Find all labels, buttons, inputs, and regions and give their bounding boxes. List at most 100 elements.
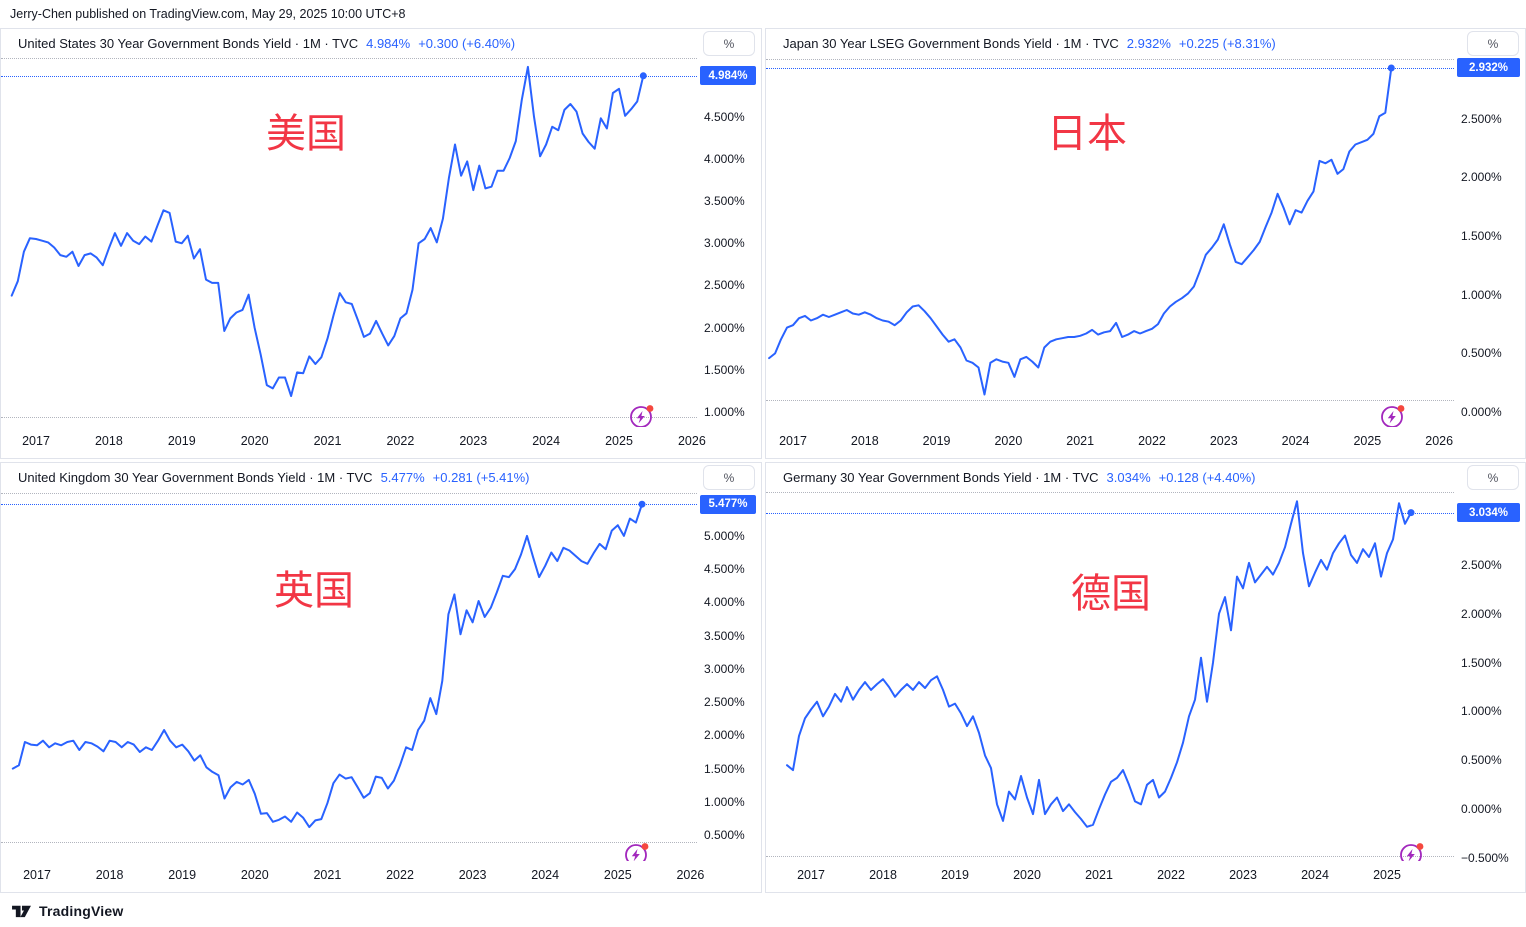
time-axis-tick: 2017 — [797, 868, 825, 882]
last-price-badge: 4.984% — [700, 66, 756, 86]
time-axis-tick: 2025 — [1373, 868, 1401, 882]
percent-scale-button[interactable]: % — [703, 465, 755, 490]
chart-last-price: 3.034% — [1106, 470, 1151, 485]
time-axis-tick: 2020 — [994, 434, 1023, 448]
chart-panel-germany: Germany 30 Year Government Bonds Yield ·… — [765, 462, 1526, 893]
price-axis[interactable]: 2.500% 2.000% 1.500% 1.000% 0.500% 0.000% −0.5… — [1454, 492, 1525, 865]
price-axis-tick: 1.500% — [1461, 229, 1502, 244]
time-axis-tick: 2019 — [941, 868, 969, 882]
chart-panel-united-kingdom: United Kingdom 30 Year Government Bonds … — [0, 462, 762, 893]
footer-bar: TradingView — [0, 894, 1526, 927]
price-axis-tick: 4.000% — [704, 151, 745, 166]
chart-title: United States 30 Year Government Bonds Y… — [18, 36, 359, 51]
chart-change: +0.128 (+4.40%) — [1158, 470, 1256, 485]
series-low-line — [766, 856, 1454, 858]
price-axis-tick: 0.500% — [704, 828, 745, 843]
price-axis-tick: 1.000% — [1461, 704, 1502, 719]
series-endpoint-dot — [1387, 64, 1395, 72]
chart-last-price: 4.984% — [366, 36, 411, 51]
chart-pane[interactable]: 德国 — [766, 492, 1454, 861]
price-axis[interactable]: 2.500% 2.000% 1.500% 1.000% 0.500% 0.000% 2.93… — [1454, 58, 1525, 427]
price-axis-tick: 1.000% — [704, 794, 745, 809]
last-price-badge: 2.932% — [1457, 58, 1520, 78]
price-axis-tick: 4.500% — [704, 562, 745, 577]
price-axis-tick: 1.500% — [704, 362, 745, 377]
line-series — [768, 64, 1395, 396]
time-axis[interactable]: 2017 2018 2019 2020 2021 2022 2023 2024 2025 2026 — [1, 861, 761, 892]
series-low-line — [1, 841, 697, 843]
chart-pane[interactable]: 美国 — [1, 58, 697, 427]
price-axis-tick: 2.000% — [704, 320, 745, 335]
time-axis[interactable]: 2017 2018 2019 2020 2021 2022 2023 2024 2025 2026 — [1, 427, 761, 458]
current-price-line — [1, 504, 697, 506]
time-axis[interactable]: 2017 2018 2019 2020 2021 2022 2023 2024 2025 2026 — [766, 427, 1525, 458]
percent-scale-button[interactable]: % — [703, 31, 755, 56]
time-axis-tick: 2022 — [386, 868, 414, 882]
price-axis-tick: 1.500% — [1461, 655, 1502, 670]
chart-panel-united-states: United States 30 Year Government Bonds Y… — [0, 28, 762, 459]
chart-header: United States 30 Year Government Bonds Y… — [1, 29, 689, 58]
time-axis-tick: 2023 — [458, 868, 487, 882]
last-price-badge: 3.034% — [1457, 503, 1520, 523]
time-axis[interactable]: 2017 2018 2019 2020 2021 2022 2023 2024 2025 — [766, 861, 1525, 892]
chart-change: +0.300 (+6.40%) — [418, 36, 516, 51]
chart-pane[interactable]: 日本 — [766, 58, 1454, 427]
time-axis-tick: 2024 — [532, 434, 561, 448]
chart-title: Germany 30 Year Government Bonds Yield ·… — [783, 470, 1099, 485]
country-annotation: 美国 — [266, 112, 346, 156]
chart-pane[interactable]: 英国 — [1, 492, 697, 861]
chart-panel-japan: Japan 30 Year LSEG Government Bonds Yiel… — [765, 28, 1526, 459]
current-price-line — [766, 67, 1454, 69]
price-axis-tick: 2.500% — [1461, 111, 1502, 126]
time-axis-tick: 2023 — [459, 434, 488, 448]
price-axis-tick: 1.000% — [704, 405, 745, 420]
time-axis-tick: 2018 — [869, 868, 897, 882]
time-axis-tick: 2019 — [922, 434, 951, 448]
flash-ideas-icon[interactable] — [1399, 841, 1425, 861]
time-axis-tick: 2018 — [850, 434, 879, 448]
line-series — [786, 500, 1415, 828]
price-axis-tick: −0.500% — [1461, 851, 1509, 866]
time-axis-tick: 2026 — [677, 434, 706, 448]
time-axis-tick: 2023 — [1229, 868, 1257, 882]
time-axis-tick: 2020 — [1013, 868, 1041, 882]
current-price-line — [766, 512, 1454, 514]
time-axis-tick: 2023 — [1209, 434, 1238, 448]
percent-scale-button[interactable]: % — [1467, 465, 1519, 490]
chart-change: +0.281 (+5.41%) — [432, 470, 530, 485]
flash-ideas-icon[interactable] — [629, 403, 655, 427]
time-axis-tick: 2019 — [168, 868, 197, 882]
tradingview-logo-icon[interactable] — [11, 902, 32, 919]
series-endpoint-dot — [639, 72, 647, 80]
price-axis-tick: 4.500% — [704, 109, 745, 124]
price-axis-tick: 3.000% — [704, 661, 745, 676]
percent-scale-button[interactable]: % — [1467, 31, 1519, 56]
series-endpoint-dot — [1407, 509, 1415, 517]
flash-ideas-icon[interactable] — [624, 841, 650, 861]
line-series — [10, 65, 647, 397]
price-axis-tick: 1.000% — [1461, 287, 1502, 302]
time-axis-tick: 2022 — [1138, 434, 1166, 448]
time-axis-tick: 2025 — [605, 434, 633, 448]
time-axis-tick: 2026 — [1425, 434, 1454, 448]
time-axis-tick: 2019 — [167, 434, 196, 448]
time-axis-tick: 2018 — [95, 868, 124, 882]
flash-ideas-icon[interactable] — [1380, 403, 1406, 427]
price-axis-tick: 0.500% — [1461, 346, 1502, 361]
time-axis-tick: 2017 — [23, 868, 51, 882]
country-annotation: 英国 — [274, 569, 354, 613]
price-axis[interactable]: 4.500% 4.000% 3.500% 3.000% 2.500% 2.000% 1.50… — [697, 58, 761, 427]
time-axis-tick: 2025 — [603, 868, 632, 882]
tradingview-wordmark[interactable]: TradingView — [39, 902, 124, 919]
country-annotation: 日本 — [1047, 112, 1127, 156]
chart-change: +0.225 (+8.31%) — [1178, 36, 1276, 51]
time-axis-tick: 2024 — [531, 868, 560, 882]
price-axis-tick: 2.000% — [1461, 606, 1502, 621]
price-axis[interactable]: 5.000% 4.500% 4.000% 3.500% 3.000% 2.500% 2.00… — [697, 492, 761, 861]
time-axis-tick: 2021 — [1085, 868, 1113, 882]
chart-title: United Kingdom 30 Year Government Bonds … — [18, 470, 373, 485]
chart-title: Japan 30 Year LSEG Government Bonds Yiel… — [783, 36, 1119, 51]
time-axis-tick: 2024 — [1301, 868, 1329, 882]
chart-header: Japan 30 Year LSEG Government Bonds Yiel… — [766, 29, 1453, 58]
chart-header: Germany 30 Year Government Bonds Yield ·… — [766, 463, 1453, 492]
